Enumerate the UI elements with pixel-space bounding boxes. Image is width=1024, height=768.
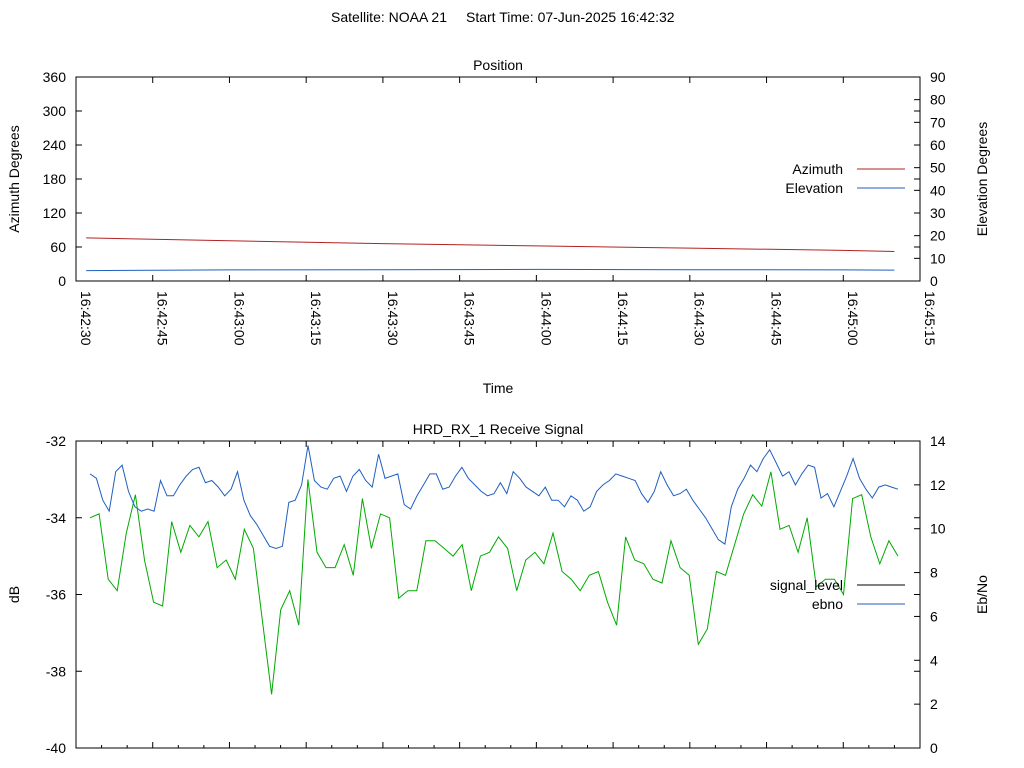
time-axis-tick-label: 16:44:30 [692,291,708,346]
ebno-axis-tick-label: 10 [930,521,946,537]
series-line-ebno [89,445,899,550]
time-axis-tick-label: 16:44:45 [768,291,784,346]
db-axis-tick-label: -40 [46,740,66,756]
receive-signal-chart: HRD_RX_1 Receive Signal -40 -38 -36 -34 -32 0 2… [6,421,990,756]
satellite-label: Satellite: NOAA 21 [331,9,447,25]
position-chart-title: Position [473,57,523,73]
azimuth-axis-tick-label: 300 [43,103,67,119]
time-axis-tick-label: 16:44:15 [615,291,631,346]
ebno-axis-tick-label: 8 [930,565,938,581]
elevation-axis-tick-label: 70 [930,114,946,130]
ebno-axis-tick-label: 12 [930,477,946,493]
azimuth-axis-tick-label: 60 [50,239,66,255]
start-time-label: Start Time: 07-Jun-2025 16:42:32 [466,9,675,25]
time-axis-tick-label: 16:43:00 [231,291,247,346]
azimuth-axis-tick-label: 120 [43,205,67,221]
position-chart: Position 0 60 120 180 240 300 360 0 10 20 30 40 50 60 7… [6,57,990,396]
azimuth-axis-tick-label: 360 [43,69,67,85]
ebno-axis-tick-label: 2 [930,696,938,712]
azimuth-axis-tick-label: 180 [43,171,67,187]
db-axis-tick-label: -34 [46,510,66,526]
signal-chart-title: HRD_RX_1 Receive Signal [413,421,583,437]
db-axis-tick-label: -36 [46,587,66,603]
ebno-axis-tick-label: 14 [930,433,946,449]
time-axis-tick-label: 16:45:15 [922,291,938,346]
time-axis-tick-label: 16:43:30 [385,291,401,346]
elevation-axis-tick-label: 60 [930,137,946,153]
db-axis-tick-label: -32 [46,433,66,449]
elevation-axis-tick-label: 10 [930,250,946,266]
elevation-axis-tick-label: 80 [930,92,946,108]
elevation-axis-tick-label: 0 [930,273,938,289]
position-plot-frame [75,76,921,282]
time-axis-tick-label: 16:42:45 [155,291,171,346]
legend-label-signal_level: signal_level [770,577,843,593]
elevation-axis-tick-label: 40 [930,182,946,198]
azimuth-axis-tick-label: 0 [58,273,66,289]
series-line-signal-trace-2 [89,471,899,695]
azimuth-axis-tick-label: 240 [43,137,67,153]
time-axis-tick-label: 16:43:15 [308,291,324,346]
ebno-axis-tick-label: 6 [930,608,938,624]
time-axis-tick-label: 16:43:45 [462,291,478,346]
ebno-axis-tick-label: 4 [930,652,938,668]
elevation-axis-tick-label: 90 [930,69,946,85]
time-axis-title: Time [483,380,514,396]
time-axis-tick-label: 16:45:00 [845,291,861,346]
time-axis-tick-label: 16:44:00 [538,291,554,346]
time-axis-tick-label: 16:42:30 [78,291,94,346]
legend-label-Elevation: Elevation [785,180,843,196]
elevation-axis-tick-label: 30 [930,205,946,221]
elevation-axis-tick-label: 20 [930,228,946,244]
db-axis-tick-label: -38 [46,663,66,679]
legend-label-Azimuth: Azimuth [792,161,843,177]
series-line-elevation [86,268,895,272]
azimuth-axis-title: Azimuth Degrees [6,125,22,232]
ebno-axis-title: Eb/No [974,575,990,614]
series-line-azimuth [86,237,895,252]
db-axis-title: dB [6,586,22,603]
ebno-axis-tick-label: 0 [930,740,938,756]
legend-label-ebno: ebno [812,596,843,612]
elevation-axis-tick-label: 50 [930,160,946,176]
elevation-axis-title: Elevation Degrees [974,122,990,236]
